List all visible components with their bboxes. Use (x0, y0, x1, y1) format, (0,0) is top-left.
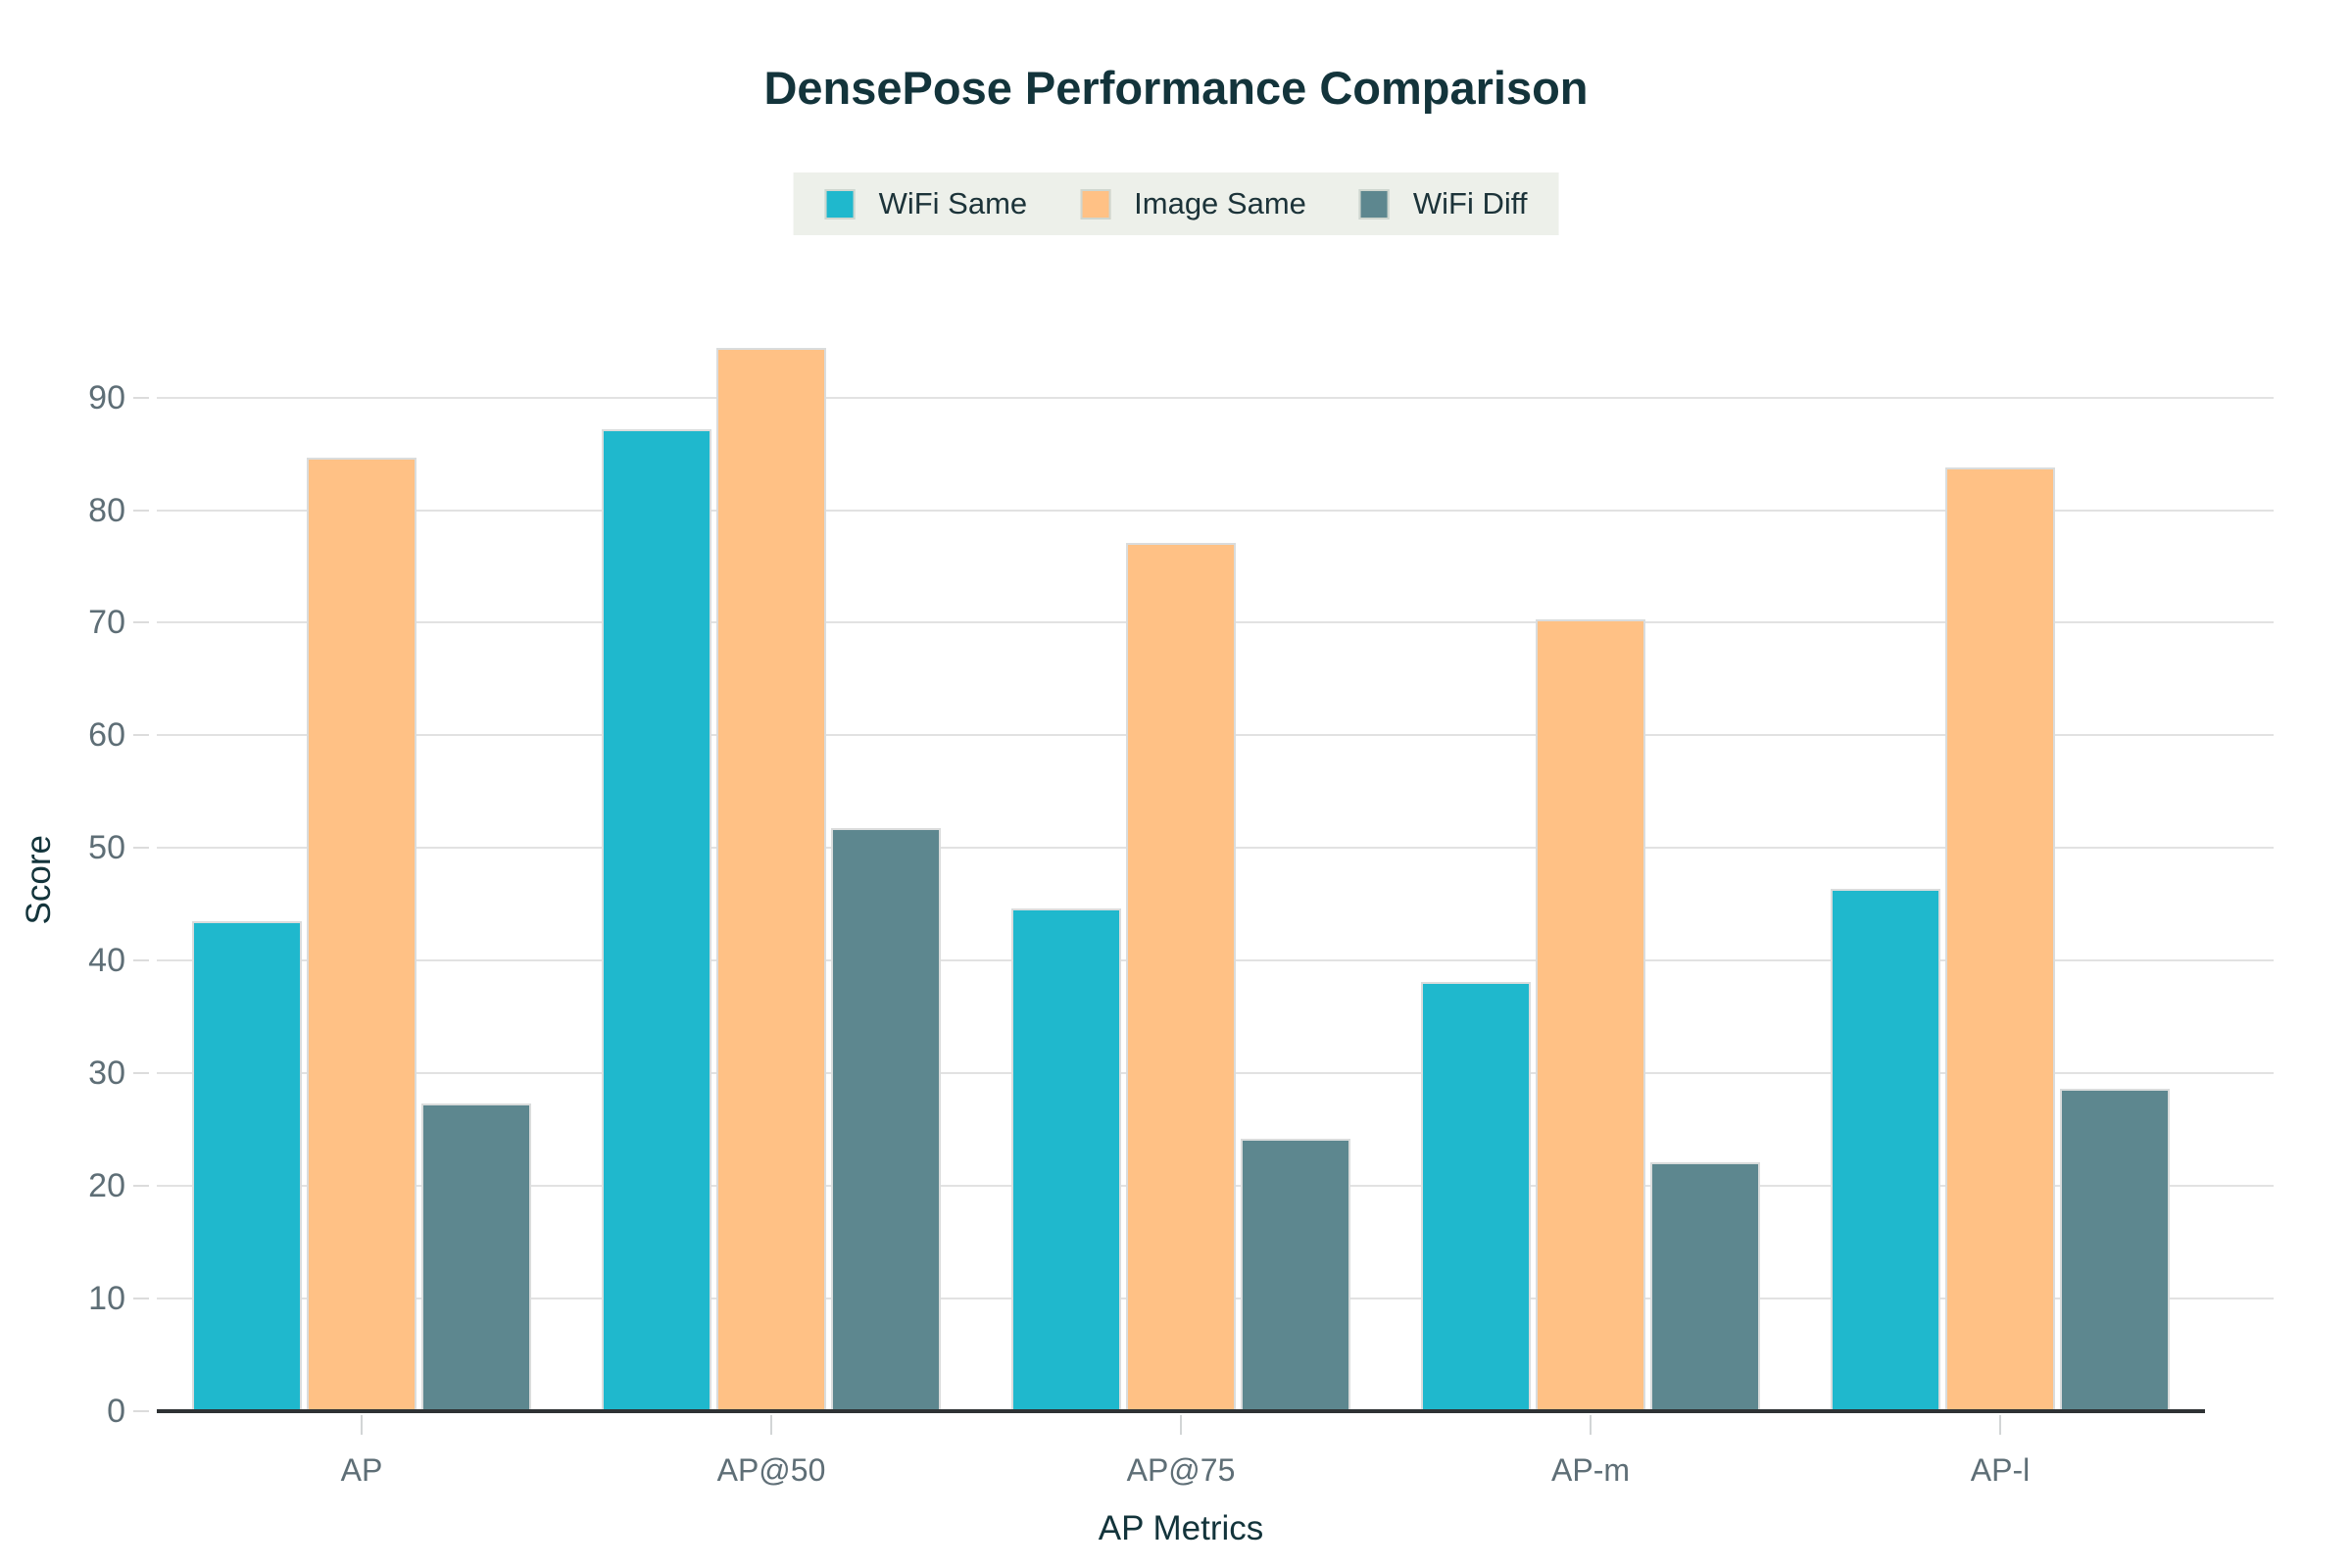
y-axis-labels: 0 10 20 30 40 50 60 70 80 90 (20, 348, 153, 1428)
x-axis-line (157, 1409, 2205, 1413)
legend-swatch-wifi-diff (1358, 188, 1390, 220)
bar-group-ap (157, 348, 566, 1411)
legend: WiFi Same Image Same WiFi Diff (793, 172, 1559, 235)
y-tick-label: 20 (88, 1167, 125, 1205)
bar-wifi-same-ap[interactable] (192, 921, 302, 1411)
x-tick-mark (1999, 1415, 2001, 1435)
bar-image-same-ap-m[interactable] (1536, 619, 1645, 1411)
x-tick-mark (770, 1415, 772, 1435)
bar-wifi-diff-ap[interactable] (421, 1103, 531, 1411)
bar-group-ap-m (1386, 348, 1795, 1411)
y-tick-mark (133, 734, 149, 737)
legend-label: WiFi Diff (1412, 186, 1528, 220)
y-tick-mark (133, 1185, 149, 1188)
bar-wifi-same-ap-m[interactable] (1421, 982, 1531, 1411)
y-tick-label: 10 (88, 1280, 125, 1318)
y-tick-label: 40 (88, 942, 125, 980)
x-axis-labels: AP AP@50 AP@75 AP-m AP-l (157, 1452, 2205, 1489)
y-tick-mark (133, 396, 149, 399)
bar-image-same-ap-l[interactable] (1945, 466, 2055, 1411)
bar-wifi-same-ap-50[interactable] (602, 428, 711, 1411)
bar-wifi-diff-ap-75[interactable] (1241, 1138, 1350, 1411)
x-tick-mark (361, 1415, 363, 1435)
bar-image-same-ap-75[interactable] (1126, 542, 1236, 1411)
bar-group-ap-50 (566, 348, 976, 1411)
x-tick-label-ap-l: AP-l (1970, 1452, 2031, 1488)
bar-group-ap-75 (976, 348, 1386, 1411)
bar-wifi-diff-ap-50[interactable] (831, 827, 941, 1411)
x-tick-label-ap-m: AP-m (1551, 1452, 1630, 1488)
y-tick-mark (133, 509, 149, 512)
y-tick-label: 80 (88, 491, 125, 529)
y-tick-mark (133, 1410, 149, 1412)
bar-image-same-ap[interactable] (307, 457, 416, 1411)
legend-swatch-wifi-same (824, 188, 856, 220)
y-tick-label: 0 (107, 1393, 125, 1430)
y-tick-mark (133, 1072, 149, 1075)
y-tick-label: 60 (88, 716, 125, 755)
gridline (157, 396, 2274, 399)
legend-item-image-same[interactable]: Image Same (1080, 186, 1306, 221)
x-tick-label-ap-50: AP@50 (716, 1452, 826, 1488)
x-axis-title: AP Metrics (1098, 1509, 1264, 1547)
y-tick-label: 70 (88, 604, 125, 642)
plot-area (157, 348, 2274, 1435)
y-tick-mark (133, 959, 149, 962)
y-tick-mark (133, 621, 149, 624)
chart-title: DensePose Performance Comparison (763, 62, 1589, 114)
x-tick-label-ap: AP (340, 1452, 383, 1488)
legend-label: WiFi Same (878, 186, 1028, 220)
y-tick-label: 50 (88, 829, 125, 867)
legend-item-wifi-diff[interactable]: WiFi Diff (1358, 186, 1528, 221)
y-tick-label: 90 (88, 378, 125, 416)
legend-label: Image Same (1134, 186, 1306, 220)
bar-groups (157, 348, 2205, 1411)
x-tick-label-ap-75: AP@75 (1126, 1452, 1236, 1488)
legend-swatch-image-same (1080, 188, 1111, 220)
bar-wifi-diff-ap-m[interactable] (1650, 1162, 1760, 1411)
bar-group-ap-l (1795, 348, 2205, 1411)
bar-wifi-diff-ap-l[interactable] (2060, 1089, 2170, 1411)
y-tick-mark (133, 847, 149, 850)
bar-wifi-same-ap-l[interactable] (1831, 888, 1940, 1411)
bar-image-same-ap-50[interactable] (716, 348, 826, 1411)
y-tick-mark (133, 1298, 149, 1300)
gridline (157, 509, 2274, 512)
bar-wifi-same-ap-75[interactable] (1011, 908, 1121, 1411)
x-tick-mark (1590, 1415, 1592, 1435)
legend-item-wifi-same[interactable]: WiFi Same (824, 186, 1028, 221)
y-tick-label: 30 (88, 1054, 125, 1093)
x-tick-mark (1180, 1415, 1182, 1435)
